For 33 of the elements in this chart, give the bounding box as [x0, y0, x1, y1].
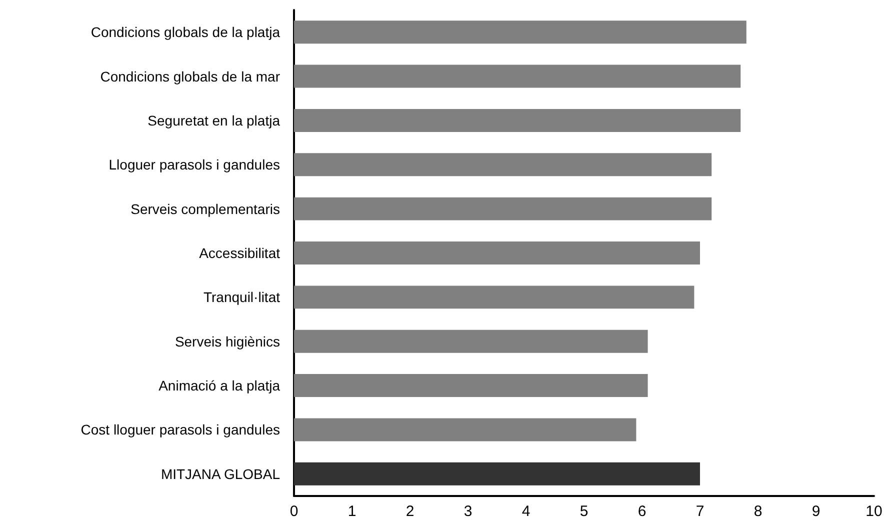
y-tick-label: Tranquil·litat [203, 289, 280, 306]
x-tick-label: 4 [522, 503, 530, 520]
x-tick-label: 9 [812, 503, 820, 520]
bar [294, 330, 648, 353]
x-tick-label: 5 [580, 503, 588, 520]
bar [294, 242, 700, 264]
bar [294, 374, 648, 398]
bar [294, 462, 700, 486]
y-tick-label: Serveis complementaris [130, 200, 280, 217]
bar [294, 153, 712, 176]
y-tick-label: Seguretat en la platja [148, 112, 280, 128]
y-tick-label: Serveis higiènics [174, 333, 280, 350]
bar [294, 286, 694, 309]
y-tick-label: Condicions globals de la platja [90, 24, 280, 40]
y-tick-label: MITJANA GLOBAL [160, 466, 280, 482]
bar [294, 108, 741, 132]
x-tick-label: 1 [348, 503, 356, 520]
bar [294, 197, 712, 220]
bar [294, 418, 636, 442]
y-tick-label: Condicions globals de la mar [100, 68, 280, 84]
x-tick-label: 6 [638, 503, 646, 520]
bar [294, 64, 741, 88]
y-tick-label: Cost lloguer parasols i gandules [80, 422, 280, 438]
x-tick-label: 0 [290, 503, 298, 520]
y-tick-label: Lloguer parasols i gandules [108, 156, 280, 173]
y-tick-label: Animació a la platja [158, 378, 280, 394]
x-tick-label: 10 [866, 503, 882, 520]
y-tick-label: Accessibilitat [199, 245, 280, 261]
x-tick-label: 2 [406, 503, 414, 520]
x-tick-label: 7 [696, 503, 704, 520]
x-tick-label: 8 [754, 503, 762, 520]
bar [294, 20, 746, 44]
x-tick-label: 3 [464, 503, 472, 520]
